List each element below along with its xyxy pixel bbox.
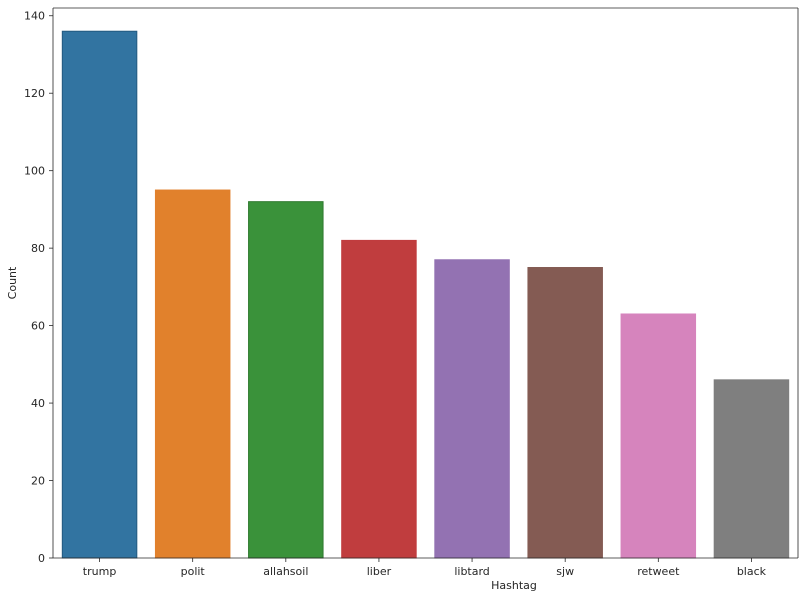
y-tick-label: 100 — [24, 165, 45, 178]
y-tick-label: 0 — [38, 552, 45, 565]
y-axis-label: Count — [6, 266, 19, 299]
x-axis-ticks: trump polit allahsoil liber libtard sjw retwee… — [83, 558, 767, 578]
bar-black — [713, 379, 790, 559]
y-tick-label: 60 — [31, 320, 45, 333]
y-tick-label: 40 — [31, 397, 45, 410]
bar-polit — [154, 189, 231, 559]
bar-liber — [341, 239, 417, 559]
bar-retweet — [620, 313, 697, 559]
bars-group — [61, 30, 790, 559]
x-tick-label: trump — [83, 565, 117, 578]
bar-allahsoil — [248, 201, 324, 559]
y-tick-label: 140 — [24, 10, 45, 23]
y-axis-ticks: 0 20 40 60 80 100 120 140 — [24, 10, 53, 565]
y-tick-label: 20 — [31, 475, 45, 488]
x-tick-label: black — [737, 565, 767, 578]
x-tick-label: retweet — [637, 565, 680, 578]
bar-sjw — [527, 267, 603, 559]
x-tick-label: libtard — [454, 565, 489, 578]
bar-libtard — [434, 259, 510, 559]
bar-trump — [61, 30, 138, 559]
x-tick-label: polit — [181, 565, 206, 578]
y-tick-label: 80 — [31, 242, 45, 255]
x-tick-label: allahsoil — [263, 565, 308, 578]
x-axis-label: Hashtag — [491, 579, 537, 592]
y-tick-label: 120 — [24, 87, 45, 100]
x-tick-label: sjw — [556, 565, 574, 578]
x-tick-label: liber — [367, 565, 392, 578]
